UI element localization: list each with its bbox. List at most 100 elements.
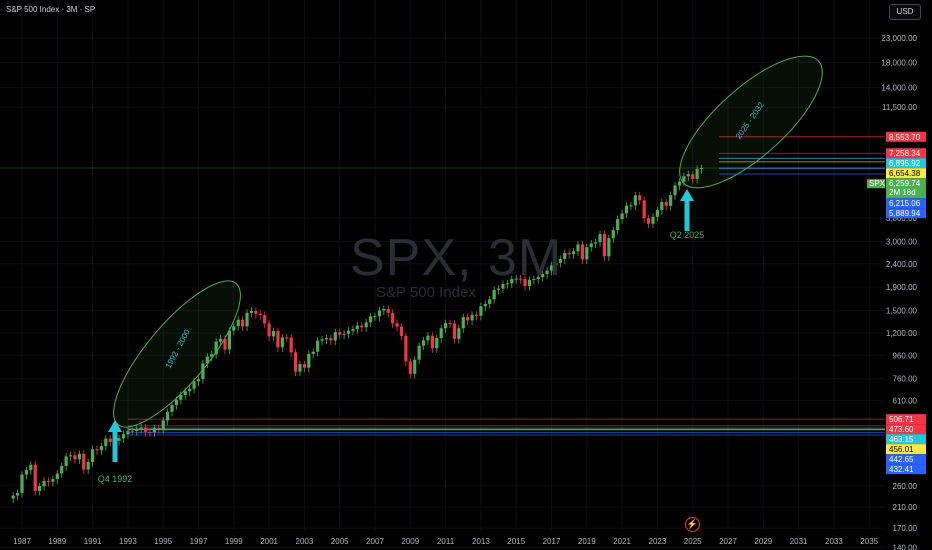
candle-body <box>192 381 196 389</box>
y-axis[interactable]: 23,000.00 18,000.00 14,000.00 11,500.00 3,80… <box>881 34 917 550</box>
y-tick-label: 260.00 <box>893 482 918 491</box>
candle-body <box>174 399 179 405</box>
candle-body <box>254 310 258 314</box>
candle-body <box>236 319 240 327</box>
x-tick-label: 2031 <box>790 537 808 546</box>
candles <box>11 164 704 504</box>
candle-body <box>585 247 589 260</box>
candle-body <box>691 174 695 179</box>
candle-body <box>505 283 509 285</box>
y-tick-label: 23,000.00 <box>881 34 917 43</box>
arrow-label-q2-2025: Q2 2025 <box>670 230 705 240</box>
candle-body <box>360 325 364 328</box>
candle-body <box>104 438 108 447</box>
candle-body <box>302 364 306 368</box>
candle-body <box>346 330 351 334</box>
price-tag-label: 442.65 <box>889 455 914 464</box>
candle-body <box>245 312 249 327</box>
price-tag <box>886 444 926 455</box>
price-tag-label: 6,215.06 <box>889 199 921 208</box>
x-tick-label: 2023 <box>649 537 667 546</box>
y-tick-label: 610.00 <box>893 397 918 406</box>
candle-body <box>342 333 346 335</box>
x-tick-label: 2019 <box>578 537 596 546</box>
price-tag-label: 7,258.34 <box>889 149 921 158</box>
candle-body <box>514 278 518 280</box>
candle-body <box>15 492 20 496</box>
x-tick-label: 2027 <box>719 537 737 546</box>
x-tick-label: 2003 <box>296 537 314 546</box>
watermark-symbol: SPX, 3M <box>350 229 563 287</box>
candle-body <box>479 306 483 316</box>
price-tag <box>886 464 926 475</box>
candle-body <box>496 288 501 290</box>
candle-body <box>598 234 602 243</box>
candle-body <box>633 195 637 206</box>
arrow-label-q4-1992: Q4 1992 <box>98 474 133 484</box>
candle-body <box>329 338 333 341</box>
x-tick-label: 1987 <box>13 537 31 546</box>
candle-body <box>651 216 655 224</box>
candle-body <box>695 168 699 179</box>
symbol-tag <box>867 179 885 189</box>
candle-body <box>549 265 554 271</box>
candle-body <box>166 411 170 421</box>
candle-body <box>576 244 580 252</box>
currency-button[interactable]: USD <box>889 4 921 20</box>
price-tag <box>886 208 926 219</box>
x-tick-label: 2033 <box>825 537 843 546</box>
candle-body <box>607 238 611 257</box>
candle-body <box>33 464 37 491</box>
candle-body <box>558 258 562 263</box>
x-tick-label: 1999 <box>225 537 243 546</box>
candle-body <box>399 326 404 336</box>
candle-body <box>563 252 567 259</box>
price-tag <box>886 414 926 425</box>
arrow-up-icon <box>108 420 122 462</box>
candle-body <box>143 427 148 432</box>
candle-body <box>404 335 408 362</box>
x-tick-label: 2035 <box>860 537 878 546</box>
price-tags: 8,553.70 7,258.346,895.926,654.386,259.74… <box>867 131 926 475</box>
candle-body <box>157 428 161 430</box>
candle-body <box>232 326 236 331</box>
x-tick-label: 1991 <box>84 537 102 546</box>
candle-body <box>624 205 629 214</box>
candle-body <box>448 323 452 325</box>
candle-body <box>95 449 99 451</box>
price-tag-label: 6,895.92 <box>889 159 921 168</box>
candle-body <box>298 364 302 372</box>
y-tick-label: 210.00 <box>893 503 918 512</box>
candle-body <box>285 337 289 339</box>
candle-body <box>258 313 262 316</box>
candle-body <box>655 210 659 217</box>
y-tick-label: 3,000.00 <box>886 237 918 246</box>
candle-body <box>91 449 95 462</box>
x-tick-label: 2029 <box>754 537 772 546</box>
y-tick-label: 18,000.00 <box>881 58 917 67</box>
candle-body <box>677 181 682 186</box>
candle-body <box>571 251 576 255</box>
candle-body <box>364 322 368 328</box>
candle-body <box>99 446 104 451</box>
candle-body <box>82 453 86 470</box>
candle-body <box>435 338 439 349</box>
candle-body <box>488 299 492 304</box>
x-tick-label: 1989 <box>48 537 66 546</box>
x-tick-label: 1997 <box>190 537 208 546</box>
price-tag-label: 5,889.94 <box>889 209 921 218</box>
candle-body <box>457 328 461 339</box>
candle-body <box>646 218 651 224</box>
candle-body <box>117 438 121 441</box>
candle-body <box>223 338 227 350</box>
candle-body <box>620 213 624 220</box>
lightning-icon[interactable]: ⚡ <box>685 517 700 532</box>
price-tag <box>886 131 926 142</box>
price-tag <box>886 434 926 445</box>
candle-body <box>536 277 540 280</box>
candle-body <box>201 363 205 380</box>
candle-body <box>699 168 704 169</box>
candle-body <box>11 495 15 499</box>
